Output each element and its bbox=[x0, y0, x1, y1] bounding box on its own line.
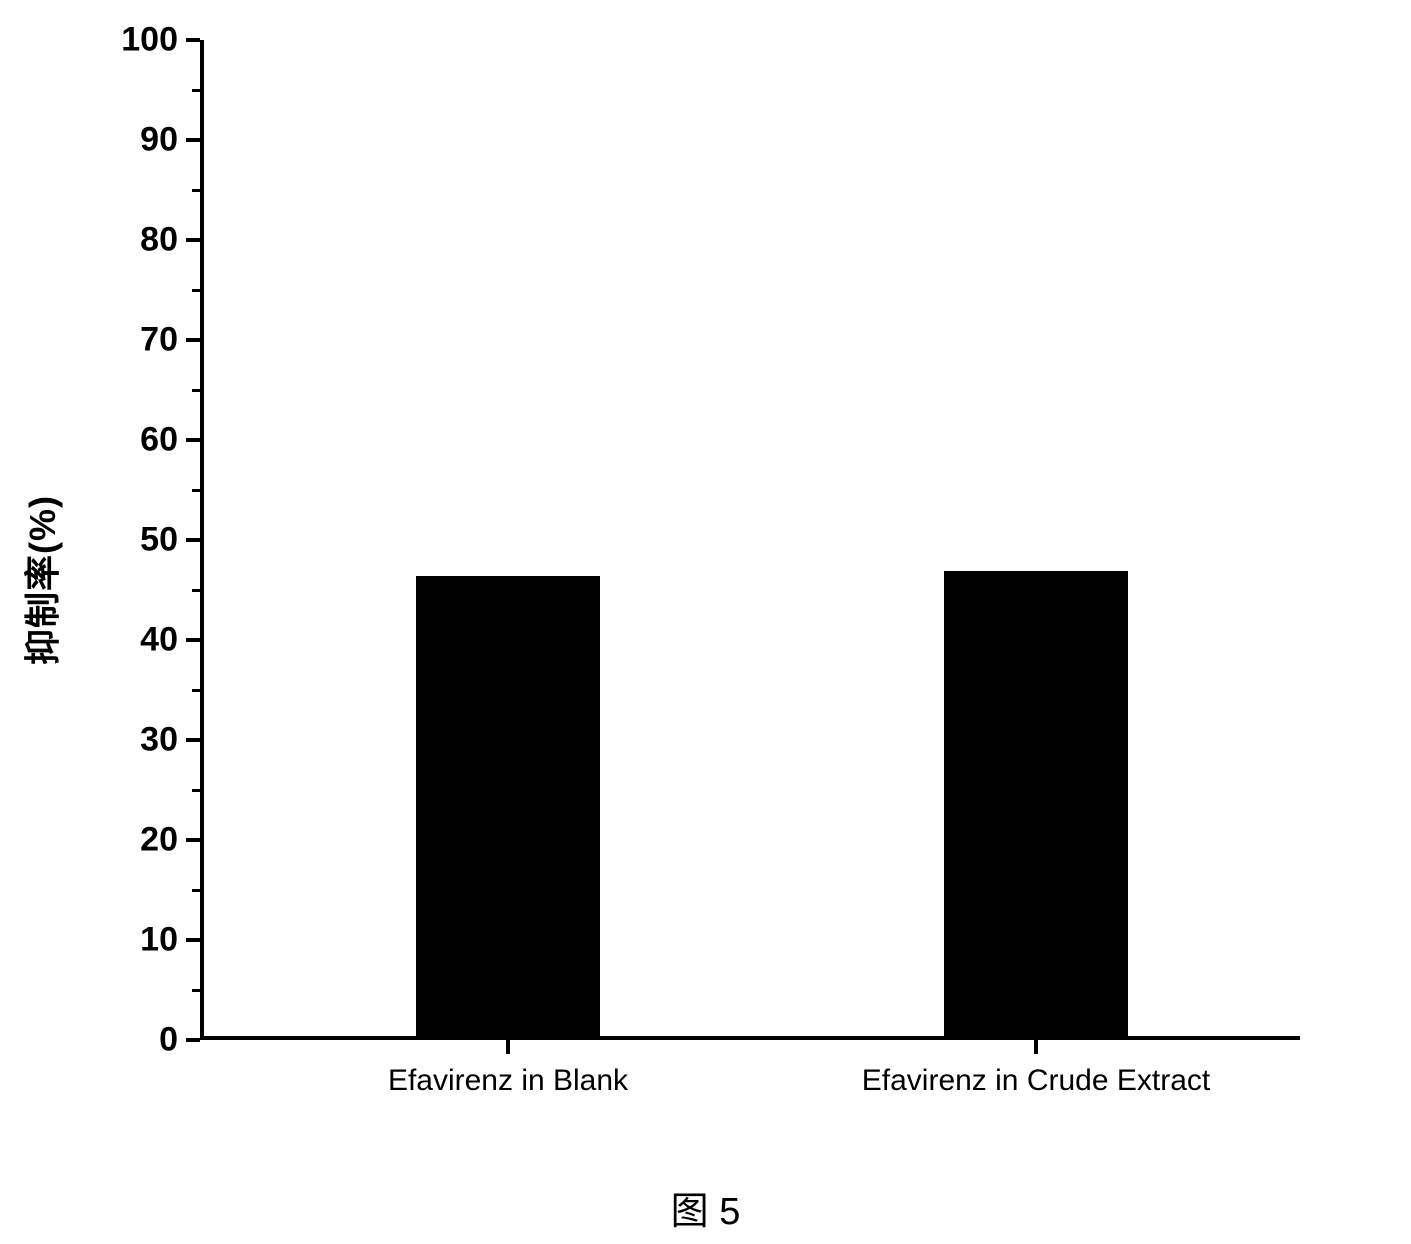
y-minor-tick bbox=[192, 489, 200, 492]
x-tick-label: Efavirenz in Blank bbox=[388, 1040, 628, 1098]
bar-chart: 抑制率(%) 0102030405060708090100Efavirenz i… bbox=[60, 20, 1330, 1140]
y-tick-label: 50 bbox=[140, 521, 200, 560]
y-tick-label: 100 bbox=[121, 21, 200, 60]
y-minor-tick bbox=[192, 689, 200, 692]
x-tick-label: Efavirenz in Crude Extract bbox=[862, 1040, 1210, 1098]
y-tick-label: 20 bbox=[140, 821, 200, 860]
y-tick-label: 30 bbox=[140, 721, 200, 760]
y-tick-label: 70 bbox=[140, 321, 200, 360]
y-minor-tick bbox=[192, 589, 200, 592]
plot-area: 0102030405060708090100Efavirenz in Blank… bbox=[200, 40, 1300, 1040]
y-minor-tick bbox=[192, 889, 200, 892]
bar bbox=[944, 571, 1127, 1036]
page: 抑制率(%) 0102030405060708090100Efavirenz i… bbox=[0, 0, 1411, 1244]
y-tick-label: 60 bbox=[140, 421, 200, 460]
y-axis-label: 抑制率(%) bbox=[14, 495, 66, 665]
bar bbox=[416, 576, 599, 1036]
y-minor-tick bbox=[192, 189, 200, 192]
y-minor-tick bbox=[192, 989, 200, 992]
figure-caption: 图 5 bbox=[671, 1180, 741, 1235]
y-minor-tick bbox=[192, 289, 200, 292]
y-tick-label: 10 bbox=[140, 921, 200, 960]
y-minor-tick bbox=[192, 89, 200, 92]
y-tick-label: 0 bbox=[159, 1021, 200, 1060]
y-axis-line bbox=[200, 40, 204, 1040]
y-minor-tick bbox=[192, 389, 200, 392]
y-minor-tick bbox=[192, 789, 200, 792]
y-tick-label: 90 bbox=[140, 121, 200, 160]
y-tick-label: 80 bbox=[140, 221, 200, 260]
y-tick-label: 40 bbox=[140, 621, 200, 660]
